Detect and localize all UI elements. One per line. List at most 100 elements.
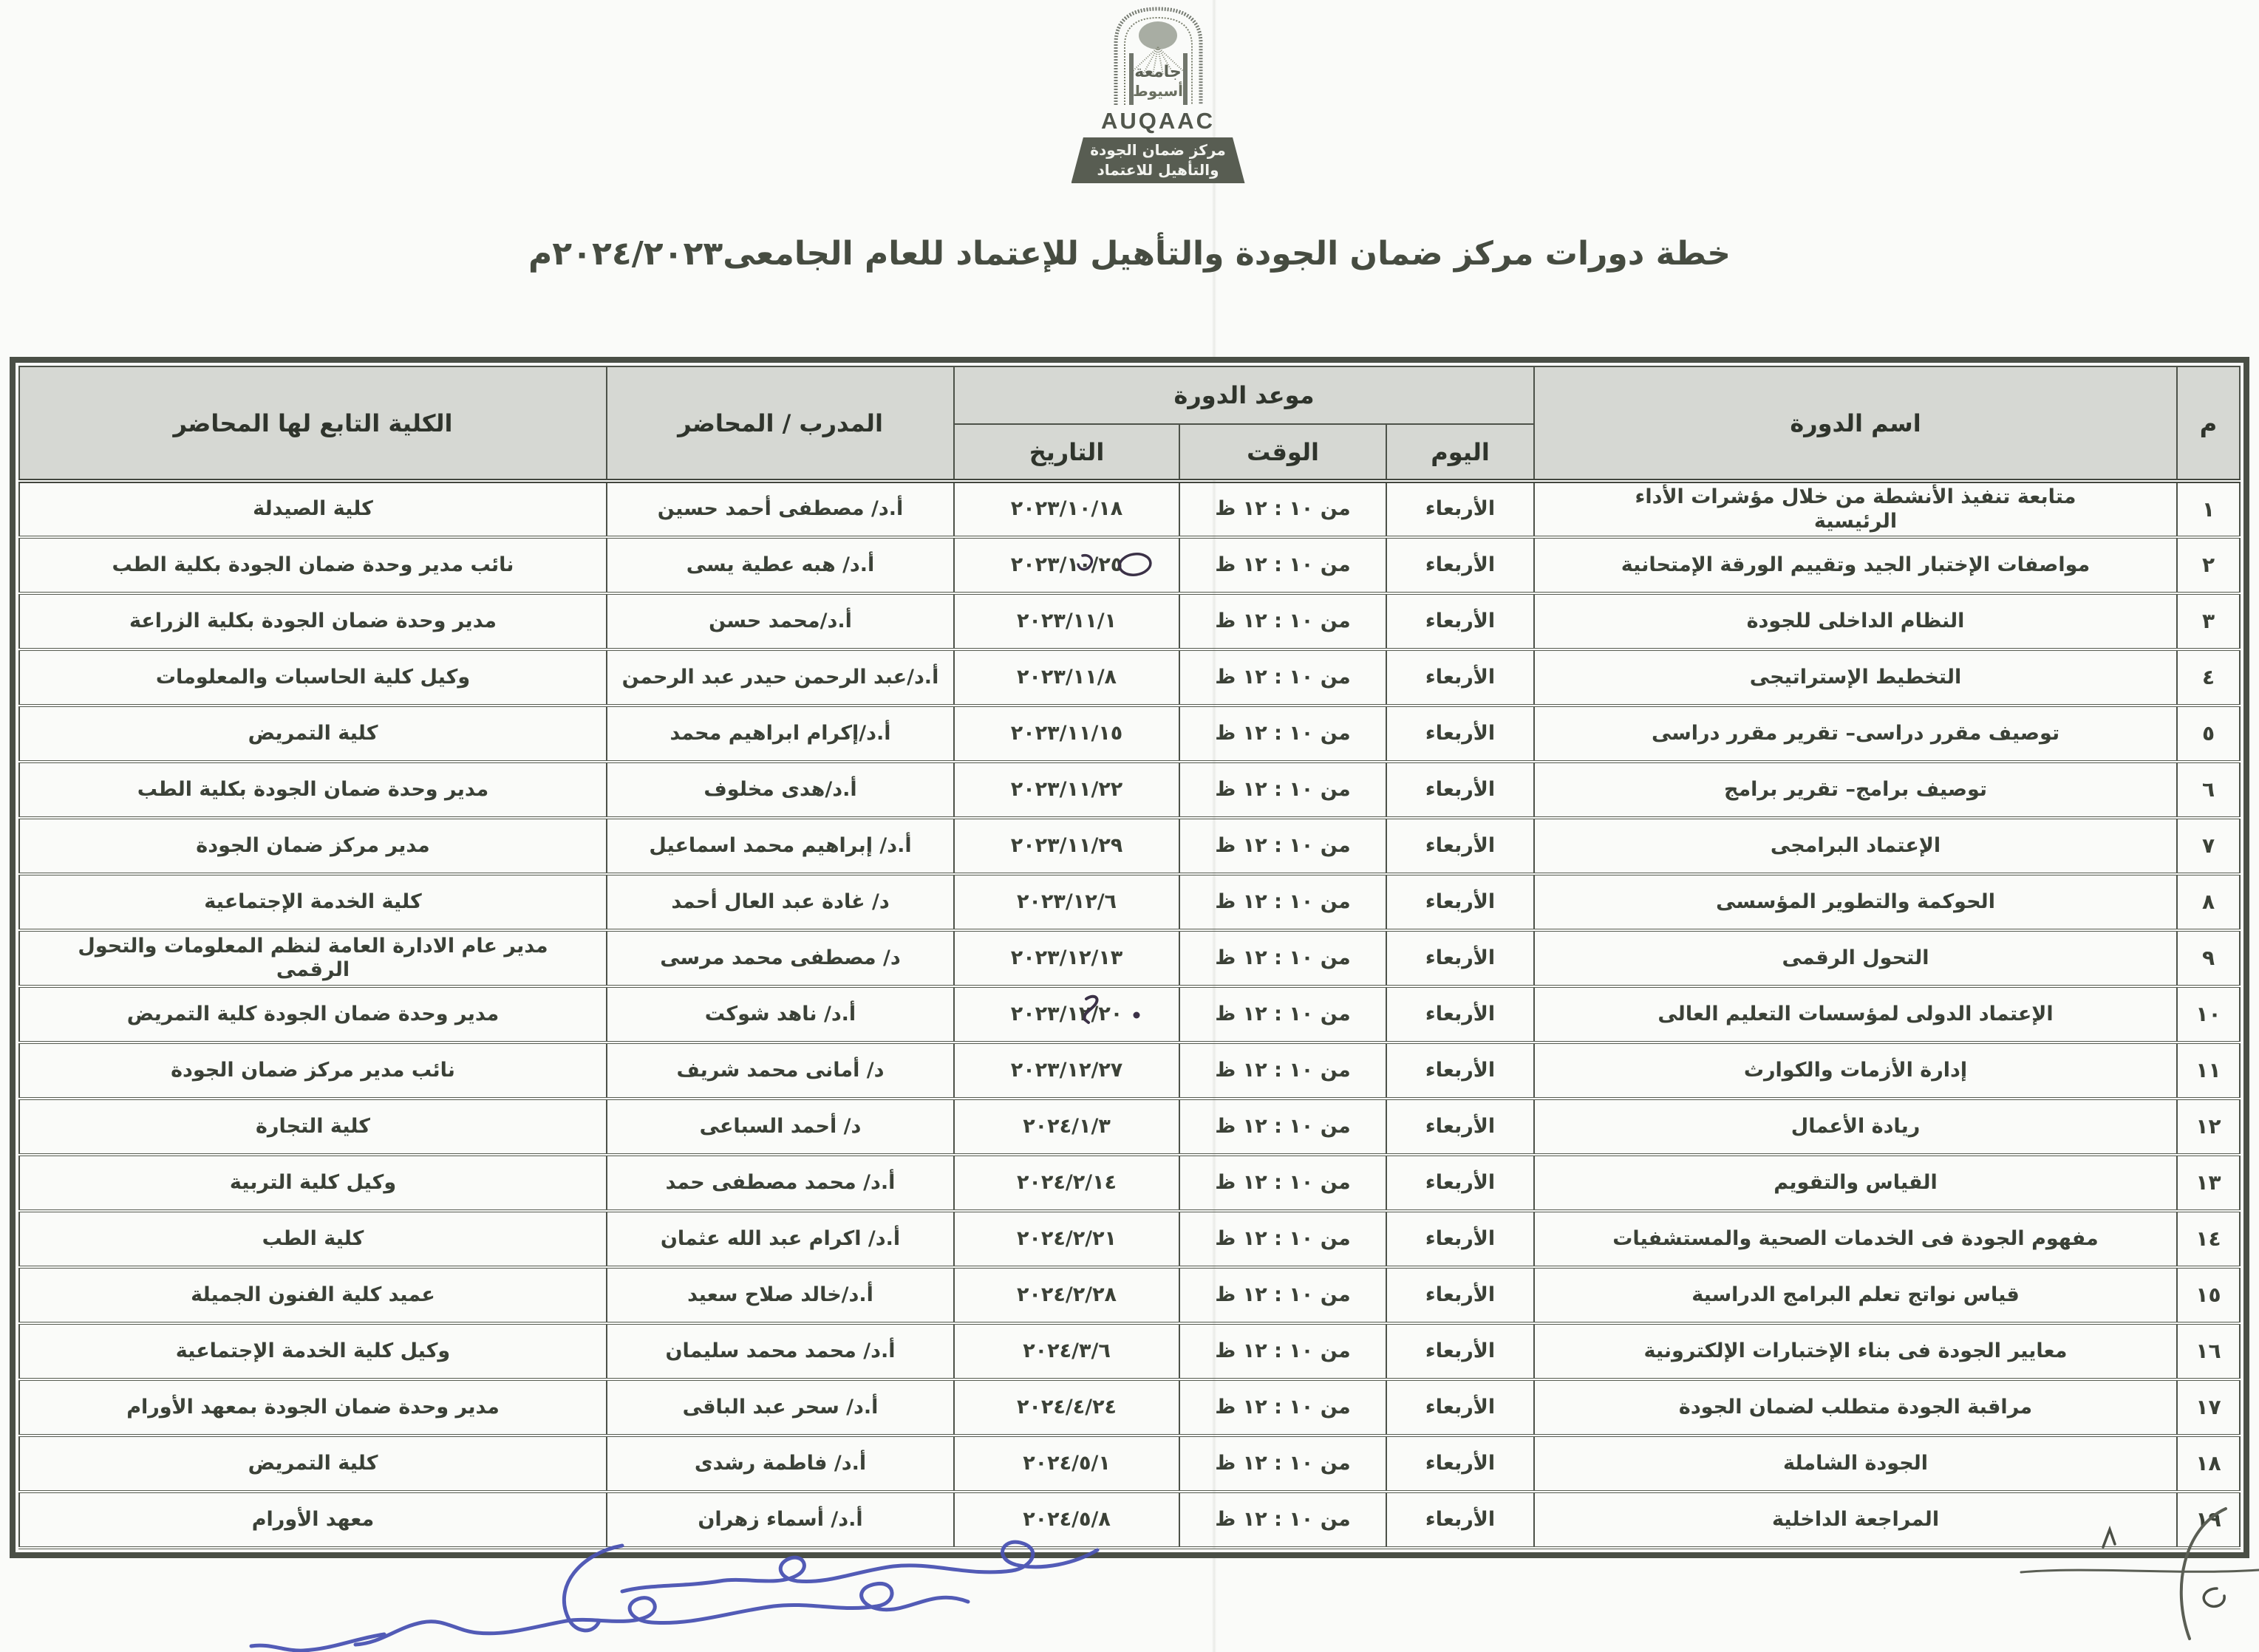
cell-serial: ١٩ bbox=[2176, 1490, 2241, 1549]
cell-day: الأربعاء bbox=[1386, 648, 1536, 707]
cell-time: من ١٠ : ١٢ ظ bbox=[1179, 536, 1388, 595]
table-header: م اسم الدورة موعد الدورة المدرب / المحاض… bbox=[18, 366, 2241, 483]
cell-day: الأربعاء bbox=[1386, 479, 1536, 539]
cell-day: الأربعاء bbox=[1386, 985, 1536, 1044]
table-row: ٣ النظام الداخلى للجودة الأربعاء من ١٠ :… bbox=[18, 592, 2241, 651]
center-name-banner: مركز ضمان الجودة والتأهيل للاعتماد bbox=[1071, 137, 1245, 183]
cell-lecturer: أ.د/ محمد محمد سليمان bbox=[606, 1322, 955, 1381]
cell-serial: ١٧ bbox=[2176, 1378, 2241, 1437]
cell-serial: ١١ bbox=[2176, 1041, 2241, 1100]
cell-serial: ١٤ bbox=[2176, 1209, 2241, 1269]
cell-date: ٢٠٢٤/٥/١ bbox=[953, 1434, 1181, 1493]
cell-time: من ١٠ : ١٢ ظ bbox=[1179, 816, 1388, 876]
cell-course-name: الإعتماد الدولى لمؤسسات التعليم العالى bbox=[1533, 985, 2178, 1044]
cell-date: ٢٠٢٣/١١/٢٢ bbox=[953, 760, 1181, 819]
header-course-name: اسم الدورة bbox=[1533, 366, 2178, 483]
emblem-text-top: جامعة bbox=[1134, 63, 1182, 81]
cell-lecturer: أ.د/ مصطفى أحمد حسين bbox=[606, 479, 955, 539]
cell-date: ٢٠٢٣/١٠/١٨ bbox=[953, 479, 1181, 539]
header-serial: م bbox=[2176, 366, 2241, 483]
table-row: ٨ الحوكمة والتطوير المؤسسى الأربعاء من ١… bbox=[18, 873, 2241, 932]
cell-course-name: مراقبة الجودة متطلب لضمان الجودة bbox=[1533, 1378, 2178, 1437]
header-lecturer: المدرب / المحاضر bbox=[606, 366, 955, 483]
cell-time: من ١٠ : ١٢ ظ bbox=[1179, 1209, 1388, 1269]
cell-serial: ٦ bbox=[2176, 760, 2241, 819]
cell-lecturer: أ.د/عبد الرحمن حيدر عبد الرحمن bbox=[606, 648, 955, 707]
table-row: ١١ إدارة الأزمات والكوارث الأربعاء من ١٠… bbox=[18, 1041, 2241, 1100]
cell-course-name: مفهوم الجودة فى الخدمات الصحية والمستشفي… bbox=[1533, 1209, 2178, 1269]
cell-date: ٢٠٢٣/١٢/٦ bbox=[953, 873, 1181, 932]
cell-date: ٢٠٢٣/١١/١٥ bbox=[953, 704, 1181, 763]
cell-college: وكيل كلية الخدمة الإجتماعية bbox=[18, 1322, 607, 1381]
cell-day: الأربعاء bbox=[1386, 1041, 1536, 1100]
cell-date: ٢٠٢٤/٢/١٤ bbox=[953, 1153, 1181, 1212]
header-college: الكلية التابع لها المحاضر bbox=[18, 366, 607, 483]
cell-serial: ٩ bbox=[2176, 929, 2241, 988]
table-row: ٩ التحول الرقمى الأربعاء من ١٠ : ١٢ ظ ٢٠… bbox=[18, 929, 2241, 988]
cell-date: ٢٠٢٣/١٢/٢٠ bbox=[953, 985, 1181, 1044]
cell-serial: ٧ bbox=[2176, 816, 2241, 876]
cell-college: نائب مدير وحدة ضمان الجودة بكلية الطب bbox=[18, 536, 607, 595]
cell-course-name: ريادة الأعمال bbox=[1533, 1097, 2178, 1156]
cell-lecturer: أ.د/محمد حسن bbox=[606, 592, 955, 651]
cell-lecturer: أ.د/ اكرام عبد الله عثمان bbox=[606, 1209, 955, 1269]
page-title: خطة دورات مركز ضمان الجودة والتأهيل للإع… bbox=[528, 235, 1731, 273]
cell-serial: ١٥ bbox=[2176, 1266, 2241, 1325]
table-row: ٦ توصيف برامج– تقرير برامج الأربعاء من ١… bbox=[18, 760, 2241, 819]
cell-time: من ١٠ : ١٢ ظ bbox=[1179, 1378, 1388, 1437]
table-row: ١٢ ريادة الأعمال الأربعاء من ١٠ : ١٢ ظ ٢… bbox=[18, 1097, 2241, 1156]
cell-time: من ١٠ : ١٢ ظ bbox=[1179, 1322, 1388, 1381]
cell-serial: ٣ bbox=[2176, 592, 2241, 651]
cell-date: ٢٠٢٤/٣/٦ bbox=[953, 1322, 1181, 1381]
cell-college: وكيل كلية التربية bbox=[18, 1153, 607, 1212]
table-row: ١٨ الجودة الشاملة الأربعاء من ١٠ : ١٢ ظ … bbox=[18, 1434, 2241, 1493]
cell-course-name: مواصفات الإختبار الجيد وتقييم الورقة الإ… bbox=[1533, 536, 2178, 595]
sun-icon bbox=[1138, 21, 1177, 50]
cell-course-name: الجودة الشاملة bbox=[1533, 1434, 2178, 1493]
cell-serial: ١ bbox=[2176, 479, 2241, 539]
cell-date: ٢٠٢٤/٥/٨ bbox=[953, 1490, 1181, 1549]
table-row: ١ متابعة تنفيذ الأنشطة من خلال مؤشرات ال… bbox=[18, 479, 2241, 539]
cell-day: الأربعاء bbox=[1386, 1097, 1536, 1156]
cell-time: من ١٠ : ١٢ ظ bbox=[1179, 1490, 1388, 1549]
cell-time: من ١٠ : ١٢ ظ bbox=[1179, 648, 1388, 707]
cell-time: من ١٠ : ١٢ ظ bbox=[1179, 1097, 1388, 1156]
cell-date: ٢٠٢٤/١/٣ bbox=[953, 1097, 1181, 1156]
cell-time: من ١٠ : ١٢ ظ bbox=[1179, 1153, 1388, 1212]
table-row: ١٠ الإعتماد الدولى لمؤسسات التعليم العال… bbox=[18, 985, 2241, 1044]
header-day: اليوم bbox=[1386, 423, 1536, 483]
cell-college: كلية الصيدلة bbox=[18, 479, 607, 539]
cell-lecturer: أ.د/ أسماء زهران bbox=[606, 1490, 955, 1549]
cell-course-name: إدارة الأزمات والكوارث bbox=[1533, 1041, 2178, 1100]
cell-time: من ١٠ : ١٢ ظ bbox=[1179, 704, 1388, 763]
cell-time: من ١٠ : ١٢ ظ bbox=[1179, 873, 1388, 932]
cell-date: ٢٠٢٤/٢/٢٨ bbox=[953, 1266, 1181, 1325]
table-row: ١٦ معايير الجودة فى بناء الإختبارات الإل… bbox=[18, 1322, 2241, 1381]
cell-date: ٢٠٢٣/١٠/٢٥ bbox=[953, 536, 1181, 595]
cell-lecturer: أ.د/هدى مخلوف bbox=[606, 760, 955, 819]
cell-course-name: متابعة تنفيذ الأنشطة من خلال مؤشرات الأد… bbox=[1533, 479, 2178, 539]
cell-time: من ١٠ : ١٢ ظ bbox=[1179, 929, 1388, 988]
cell-serial: ٤ bbox=[2176, 648, 2241, 707]
table-row: ١٣ القياس والتقويم الأربعاء من ١٠ : ١٢ ظ… bbox=[18, 1153, 2241, 1212]
cell-serial: ١٠ bbox=[2176, 985, 2241, 1044]
cell-day: الأربعاء bbox=[1386, 816, 1536, 876]
cell-day: الأربعاء bbox=[1386, 704, 1536, 763]
header-row-group: م اسم الدورة موعد الدورة المدرب / المحاض… bbox=[18, 366, 2241, 483]
cell-lecturer: أ.د/إكرام ابراهيم محمد bbox=[606, 704, 955, 763]
cell-time: من ١٠ : ١٢ ظ bbox=[1179, 985, 1388, 1044]
cell-college: مدير وحدة ضمان الجودة بكلية الزراعة bbox=[18, 592, 607, 651]
cell-day: الأربعاء bbox=[1386, 1378, 1536, 1437]
cell-course-name: المراجعة الداخلية bbox=[1533, 1490, 2178, 1549]
cell-day: الأربعاء bbox=[1386, 929, 1536, 988]
cell-serial: ١٦ bbox=[2176, 1322, 2241, 1381]
table-row: ٢ مواصفات الإختبار الجيد وتقييم الورقة ا… bbox=[18, 536, 2241, 595]
cell-date: ٢٠٢٣/١١/٨ bbox=[953, 648, 1181, 707]
cell-time: من ١٠ : ١٢ ظ bbox=[1179, 592, 1388, 651]
cell-course-name: توصيف برامج– تقرير برامج bbox=[1533, 760, 2178, 819]
cell-college: عميد كلية الفنون الجميلة bbox=[18, 1266, 607, 1325]
cell-serial: ١٣ bbox=[2176, 1153, 2241, 1212]
cell-college: كلية التمريض bbox=[18, 704, 607, 763]
cell-serial: ١٢ bbox=[2176, 1097, 2241, 1156]
